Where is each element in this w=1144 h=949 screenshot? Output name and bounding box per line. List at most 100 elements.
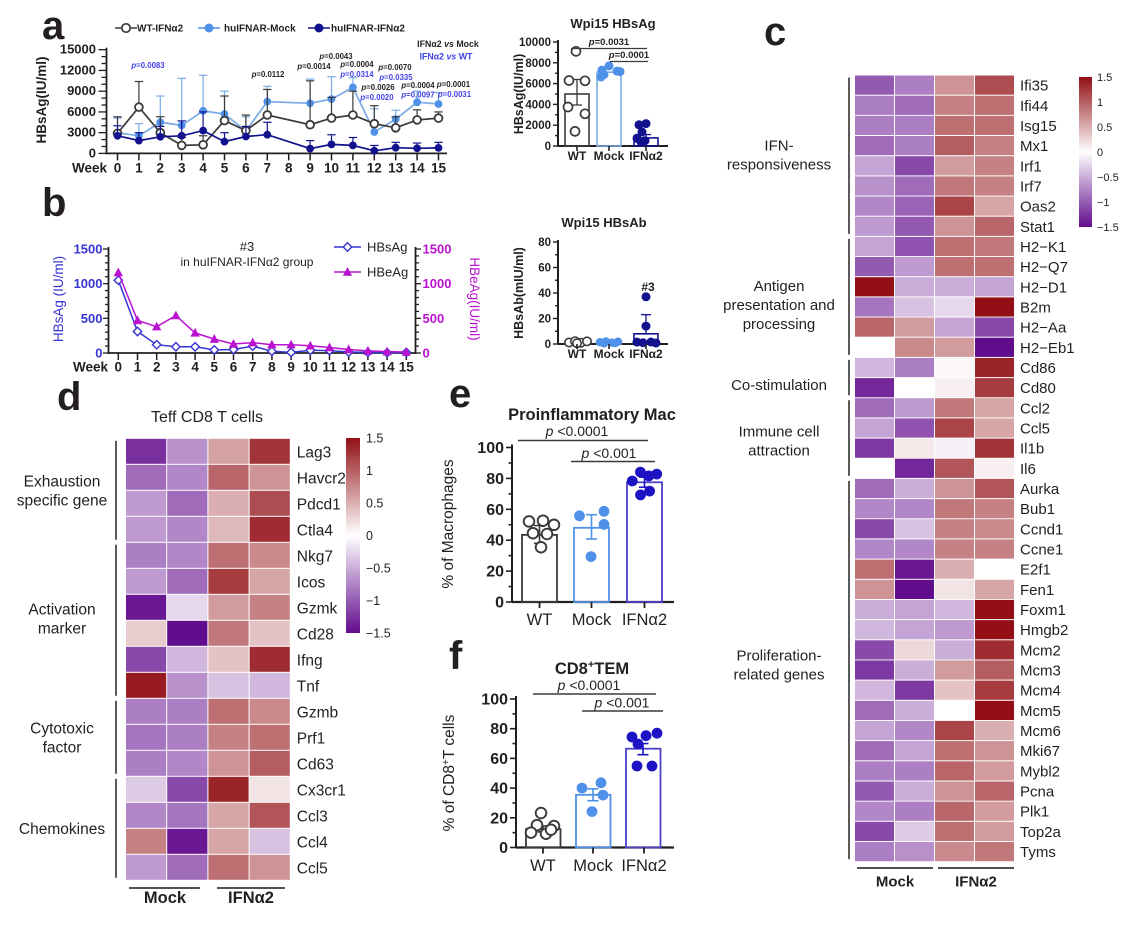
svg-text:a: a	[42, 4, 65, 48]
svg-text:Cx3cr1: Cx3cr1	[297, 782, 346, 799]
svg-text:100: 100	[481, 692, 508, 709]
svg-text:Mock: Mock	[594, 347, 625, 361]
svg-text:−0.5: −0.5	[366, 562, 391, 576]
svg-text:Antigen: Antigen	[754, 278, 805, 295]
svg-text:Foxm1: Foxm1	[1020, 602, 1066, 619]
svg-text:Cd63: Cd63	[297, 756, 334, 773]
svg-text:Gzmk: Gzmk	[297, 600, 338, 617]
svg-text:H2−D1: H2−D1	[1020, 279, 1067, 296]
svg-text:HBsAg(IU/ml): HBsAg(IU/ml)	[34, 57, 49, 144]
svg-text:Ccl5: Ccl5	[297, 860, 328, 877]
svg-text:Tyms: Tyms	[1020, 844, 1056, 861]
svg-text:Fen1: Fen1	[1020, 582, 1054, 599]
svg-text:#3: #3	[641, 280, 655, 294]
svg-text:WT: WT	[530, 857, 556, 875]
svg-text:15000: 15000	[60, 42, 96, 57]
svg-text:−1: −1	[366, 594, 380, 608]
svg-text:p=0.0004: p=0.0004	[400, 81, 435, 90]
svg-text:2: 2	[153, 360, 161, 375]
svg-text:9: 9	[287, 360, 295, 375]
svg-text:80: 80	[486, 471, 504, 488]
svg-text:Wpi15 HBsAg: Wpi15 HBsAg	[570, 16, 655, 31]
svg-text:Cytotoxic: Cytotoxic	[30, 720, 94, 737]
svg-text:Plk1: Plk1	[1020, 804, 1049, 821]
svg-text:% of CD8+T cells: % of CD8+T cells	[441, 714, 459, 831]
svg-text:IFNα2: IFNα2	[955, 874, 997, 891]
svg-text:IFNα2 vs Mock: IFNα2 vs Mock	[417, 39, 479, 49]
svg-text:0: 0	[545, 339, 551, 351]
svg-text:13: 13	[388, 161, 404, 176]
svg-text:−0.5: −0.5	[1097, 172, 1119, 184]
svg-text:15: 15	[399, 360, 415, 375]
svg-text:0: 0	[114, 161, 122, 176]
svg-text:Nkg7: Nkg7	[297, 548, 333, 565]
svg-text:6: 6	[242, 161, 250, 176]
svg-text:Mock: Mock	[572, 611, 612, 629]
svg-text:7: 7	[264, 161, 272, 176]
svg-text:Wpi15 HBsAb: Wpi15 HBsAb	[561, 215, 646, 230]
svg-text:4000: 4000	[525, 99, 551, 111]
svg-text:WT-IFNα2: WT-IFNα2	[137, 24, 184, 35]
svg-text:Ifng: Ifng	[297, 652, 323, 669]
svg-text:Ctla4: Ctla4	[297, 522, 334, 539]
svg-text:Il6: Il6	[1020, 461, 1036, 478]
svg-text:80: 80	[490, 721, 508, 738]
svg-text:1500: 1500	[423, 242, 452, 257]
svg-text:p=0.0043: p=0.0043	[318, 52, 353, 61]
svg-text:Tnf: Tnf	[297, 678, 320, 695]
svg-text:11: 11	[346, 161, 361, 176]
svg-text:Mcm6: Mcm6	[1020, 723, 1061, 740]
svg-text:p=0.0097: p=0.0097	[400, 91, 434, 100]
svg-text:presentation and: presentation and	[723, 297, 835, 314]
svg-text:1000: 1000	[423, 276, 452, 291]
svg-text:0: 0	[495, 595, 504, 612]
svg-text:B2m: B2m	[1020, 299, 1051, 316]
svg-text:huIFNAR-IFNα2: huIFNAR-IFNα2	[331, 24, 405, 35]
svg-text:0: 0	[366, 529, 373, 543]
svg-text:p=0.0112: p=0.0112	[251, 70, 285, 79]
svg-text:Bub1: Bub1	[1020, 501, 1055, 518]
svg-text:p <0.001: p <0.001	[594, 695, 650, 711]
svg-text:Icos: Icos	[297, 574, 326, 591]
svg-text:Exhaustion: Exhaustion	[24, 473, 101, 490]
svg-text:40: 40	[486, 533, 504, 550]
svg-text:Ccl4: Ccl4	[297, 834, 328, 851]
svg-text:IFNα2: IFNα2	[228, 889, 274, 907]
svg-text:p=0.0001: p=0.0001	[436, 80, 471, 89]
svg-text:0.5: 0.5	[366, 497, 383, 511]
svg-text:3000: 3000	[67, 125, 96, 140]
svg-text:Ccl2: Ccl2	[1020, 400, 1050, 417]
svg-text:H2−Eb1: H2−Eb1	[1020, 340, 1075, 357]
svg-text:40: 40	[490, 781, 508, 798]
svg-text:H2−Aa: H2−Aa	[1020, 320, 1067, 337]
svg-text:Week: Week	[72, 161, 108, 176]
svg-text:factor: factor	[43, 739, 82, 756]
svg-text:p=0.0004: p=0.0004	[339, 60, 374, 69]
svg-text:Mcm2: Mcm2	[1020, 642, 1061, 659]
svg-text:WT: WT	[568, 347, 587, 361]
svg-text:Mcm5: Mcm5	[1020, 703, 1061, 720]
svg-text:Pdcd1: Pdcd1	[297, 496, 341, 513]
svg-text:14: 14	[410, 161, 426, 176]
svg-text:60: 60	[490, 751, 508, 768]
svg-text:H2−Q7: H2−Q7	[1020, 259, 1068, 276]
svg-text:0.5: 0.5	[1097, 122, 1112, 134]
svg-text:p=0.0314: p=0.0314	[339, 70, 374, 79]
svg-text:Top2a: Top2a	[1020, 824, 1062, 841]
svg-text:Ccl3: Ccl3	[297, 808, 328, 825]
svg-text:8: 8	[268, 360, 276, 375]
svg-text:3: 3	[172, 360, 180, 375]
svg-text:#3: #3	[240, 239, 254, 254]
svg-text:0: 0	[499, 840, 508, 857]
svg-text:Hmgb2: Hmgb2	[1020, 622, 1068, 639]
svg-text:20: 20	[486, 564, 504, 581]
svg-text:6000: 6000	[67, 104, 96, 119]
svg-text:Prf1: Prf1	[297, 730, 325, 747]
svg-text:Cd80: Cd80	[1020, 380, 1056, 397]
svg-text:100: 100	[477, 440, 504, 457]
svg-text:HBsAb(mIU/ml): HBsAb(mIU/ml)	[512, 247, 526, 339]
svg-text:e: e	[449, 372, 471, 416]
svg-text:Mock: Mock	[594, 149, 625, 163]
svg-text:Immune cell: Immune cell	[739, 424, 820, 441]
svg-text:10: 10	[303, 360, 318, 375]
